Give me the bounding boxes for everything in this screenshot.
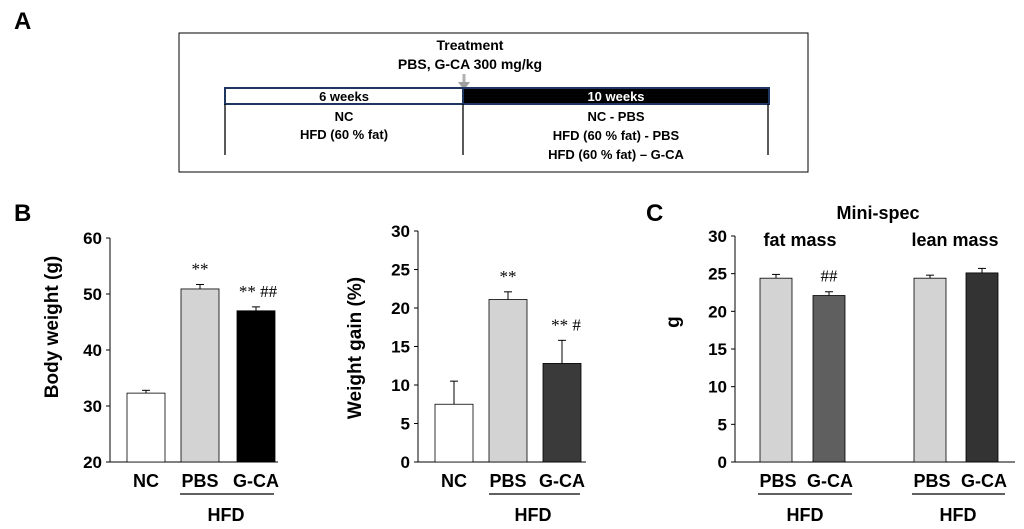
category-label: NC [441, 471, 467, 491]
bar-g-ca [236, 310, 276, 463]
group-label: HFD [515, 505, 552, 525]
y-tick-label: 5 [718, 415, 727, 434]
bar-pbs [488, 299, 528, 463]
phase2-group-hfd-pbs: HFD (60 % fat) - PBS [553, 128, 680, 143]
y-tick-label: 60 [83, 229, 102, 248]
bar-pbs [180, 288, 220, 463]
y-tick-label: 20 [83, 453, 102, 472]
y-tick-label: 0 [401, 453, 410, 472]
bar-pbs [913, 277, 947, 463]
bar-g-ca [965, 272, 999, 463]
y-tick-label: 20 [708, 302, 727, 321]
significance-label: ** # [551, 315, 581, 334]
schematic-frame [178, 32, 809, 173]
panel-letter-b: B [14, 200, 31, 227]
y-tick-label: 5 [401, 415, 410, 434]
y-tick-label: 25 [708, 265, 727, 284]
treatment-detail: PBS, G-CA 300 mg/kg [398, 56, 542, 72]
group-label: HFD [940, 505, 977, 525]
phase2-label: 10 weeks [587, 89, 644, 104]
category-label: PBS [489, 471, 526, 491]
panel-letter-c: C [646, 200, 663, 227]
phase2-group-nc-pbs: NC - PBS [587, 109, 644, 124]
subgroup-label-lean-mass: lean mass [911, 230, 998, 250]
y-tick-label: 0 [718, 453, 727, 472]
y-tick-label: 25 [391, 261, 410, 280]
category-label: G-CA [807, 471, 853, 491]
bar-nc [434, 403, 474, 463]
category-label: NC [133, 471, 159, 491]
significance-label: ** ## [239, 282, 278, 301]
category-label: G-CA [539, 471, 585, 491]
treatment-arrow-icon [458, 82, 470, 90]
category-label: PBS [759, 471, 796, 491]
y-tick-label: 20 [391, 299, 410, 318]
significance-label: ## [821, 267, 839, 286]
y-tick-label: 30 [83, 397, 102, 416]
phase1-group-nc: NC [335, 109, 354, 124]
category-label: G-CA [961, 471, 1007, 491]
y-tick-label: 15 [391, 338, 410, 357]
group-label: HFD [787, 505, 824, 525]
y-axis-label: Body weight (g) [42, 256, 63, 398]
weight-gain-chart: 0 5 10 15 20 25 30 Weight gain (%) ** ** # NC PBS G-… [345, 222, 586, 525]
category-label: G-CA [233, 471, 279, 491]
subgroup-label-fat-mass: fat mass [763, 230, 836, 250]
bar-nc [126, 392, 166, 463]
y-tick-label: 10 [391, 376, 410, 395]
bar-g-ca [542, 363, 582, 463]
body-weight-chart: 20 30 40 50 60 Body weight (g) ** ** ## NC PBS G-C… [42, 229, 279, 525]
y-tick-label: 10 [708, 378, 727, 397]
y-axis-label: g [663, 316, 684, 328]
y-axis-label: Weight gain (%) [345, 277, 366, 419]
bar-pbs [759, 277, 793, 463]
significance-label: ** [192, 259, 209, 278]
minispec-chart: 0 5 10 15 20 25 30 g ## PBS G-CA PBS G-CA HFD HFD Mini-… [663, 203, 1015, 525]
significance-label: ** [500, 267, 517, 286]
study-design-schematic: Treatment PBS, G-CA 300 mg/kg 6 weeks 10… [178, 32, 809, 173]
phase2-bar [462, 87, 770, 105]
bar-g-ca [812, 295, 846, 463]
y-tick-label: 15 [708, 340, 727, 359]
y-tick-label: 50 [83, 285, 102, 304]
phase1-label: 6 weeks [319, 89, 369, 104]
y-tick-label: 40 [83, 341, 102, 360]
phase1-group-hfd: HFD (60 % fat) [300, 127, 388, 142]
category-label: PBS [913, 471, 950, 491]
y-tick-label: 30 [391, 222, 410, 241]
y-tick-label: 30 [708, 227, 727, 246]
category-label: PBS [181, 471, 218, 491]
phase2-group-hfd-gca: HFD (60 % fat) – G-CA [548, 147, 684, 162]
chart-title: Mini-spec [836, 203, 919, 223]
group-label: HFD [208, 505, 245, 525]
treatment-title: Treatment [437, 37, 504, 53]
panel-letter-a: A [14, 8, 31, 35]
